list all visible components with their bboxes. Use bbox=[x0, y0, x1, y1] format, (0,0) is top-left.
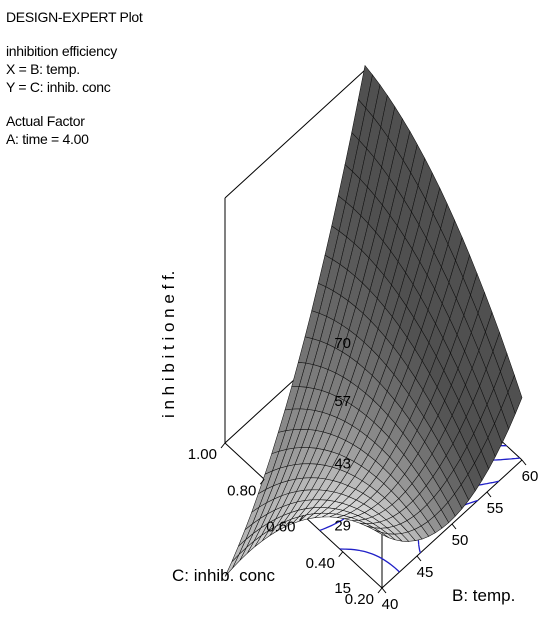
y-tick-label: 0.80 bbox=[227, 482, 256, 499]
x-tick-label: 60 bbox=[522, 468, 539, 485]
response-name: inhibition efficiency bbox=[6, 43, 117, 59]
x-tick-label: 45 bbox=[417, 564, 434, 581]
plot-title: DESIGN-EXPERT Plot bbox=[6, 9, 143, 25]
z-tick-label: 15 bbox=[334, 580, 351, 597]
actual-factor-heading: Actual Factor bbox=[6, 113, 85, 129]
y-tick-mark bbox=[299, 515, 304, 521]
y-tick-label: 0.20 bbox=[345, 591, 374, 608]
y-factor-definition: Y = C: inhib. conc bbox=[6, 79, 111, 95]
x-tick-mark bbox=[451, 523, 457, 530]
frame-edge bbox=[224, 69, 366, 199]
x-tick-mark bbox=[381, 587, 387, 594]
y-tick-mark bbox=[220, 442, 226, 449]
x-tick-mark bbox=[416, 555, 422, 562]
actual-factor-value: A: time = 4.00 bbox=[6, 131, 89, 147]
z-tick-label: 43 bbox=[334, 455, 351, 472]
x-factor-definition: X = B: temp. bbox=[6, 61, 80, 77]
x-tick-label: 55 bbox=[487, 500, 504, 517]
z-tick-label: 57 bbox=[334, 393, 351, 410]
y-tick-label: 0.60 bbox=[266, 519, 295, 536]
y-tick-label: 1.00 bbox=[188, 446, 217, 463]
y-tick-mark bbox=[259, 478, 265, 485]
y-axis-label: C: inhib. conc bbox=[172, 566, 275, 585]
y-tick-mark bbox=[377, 587, 383, 594]
response-surface bbox=[224, 64, 523, 577]
x-tick-mark bbox=[521, 459, 527, 466]
z-tick-label: 70 bbox=[334, 335, 351, 352]
x-axis-label: B: temp. bbox=[452, 586, 515, 605]
x-tick-label: 40 bbox=[382, 596, 399, 613]
z-axis-label: i n h i b i t i o n e f f. bbox=[159, 271, 178, 418]
y-tick-label: 0.40 bbox=[306, 555, 335, 572]
plot-info-panel: DESIGN-EXPERT Plot inhibition efficiency… bbox=[6, 8, 143, 148]
axis-ticks: 15 29 43 57 70 40 45 50 55 60 0.20 0.40 0.60 0.80 1.00 bbox=[188, 335, 539, 613]
x-tick-label: 50 bbox=[452, 532, 469, 549]
y-tick-mark bbox=[338, 551, 344, 558]
x-tick-mark bbox=[486, 491, 492, 498]
surface-cell bbox=[374, 529, 389, 538]
z-tick-label: 29 bbox=[334, 518, 351, 535]
